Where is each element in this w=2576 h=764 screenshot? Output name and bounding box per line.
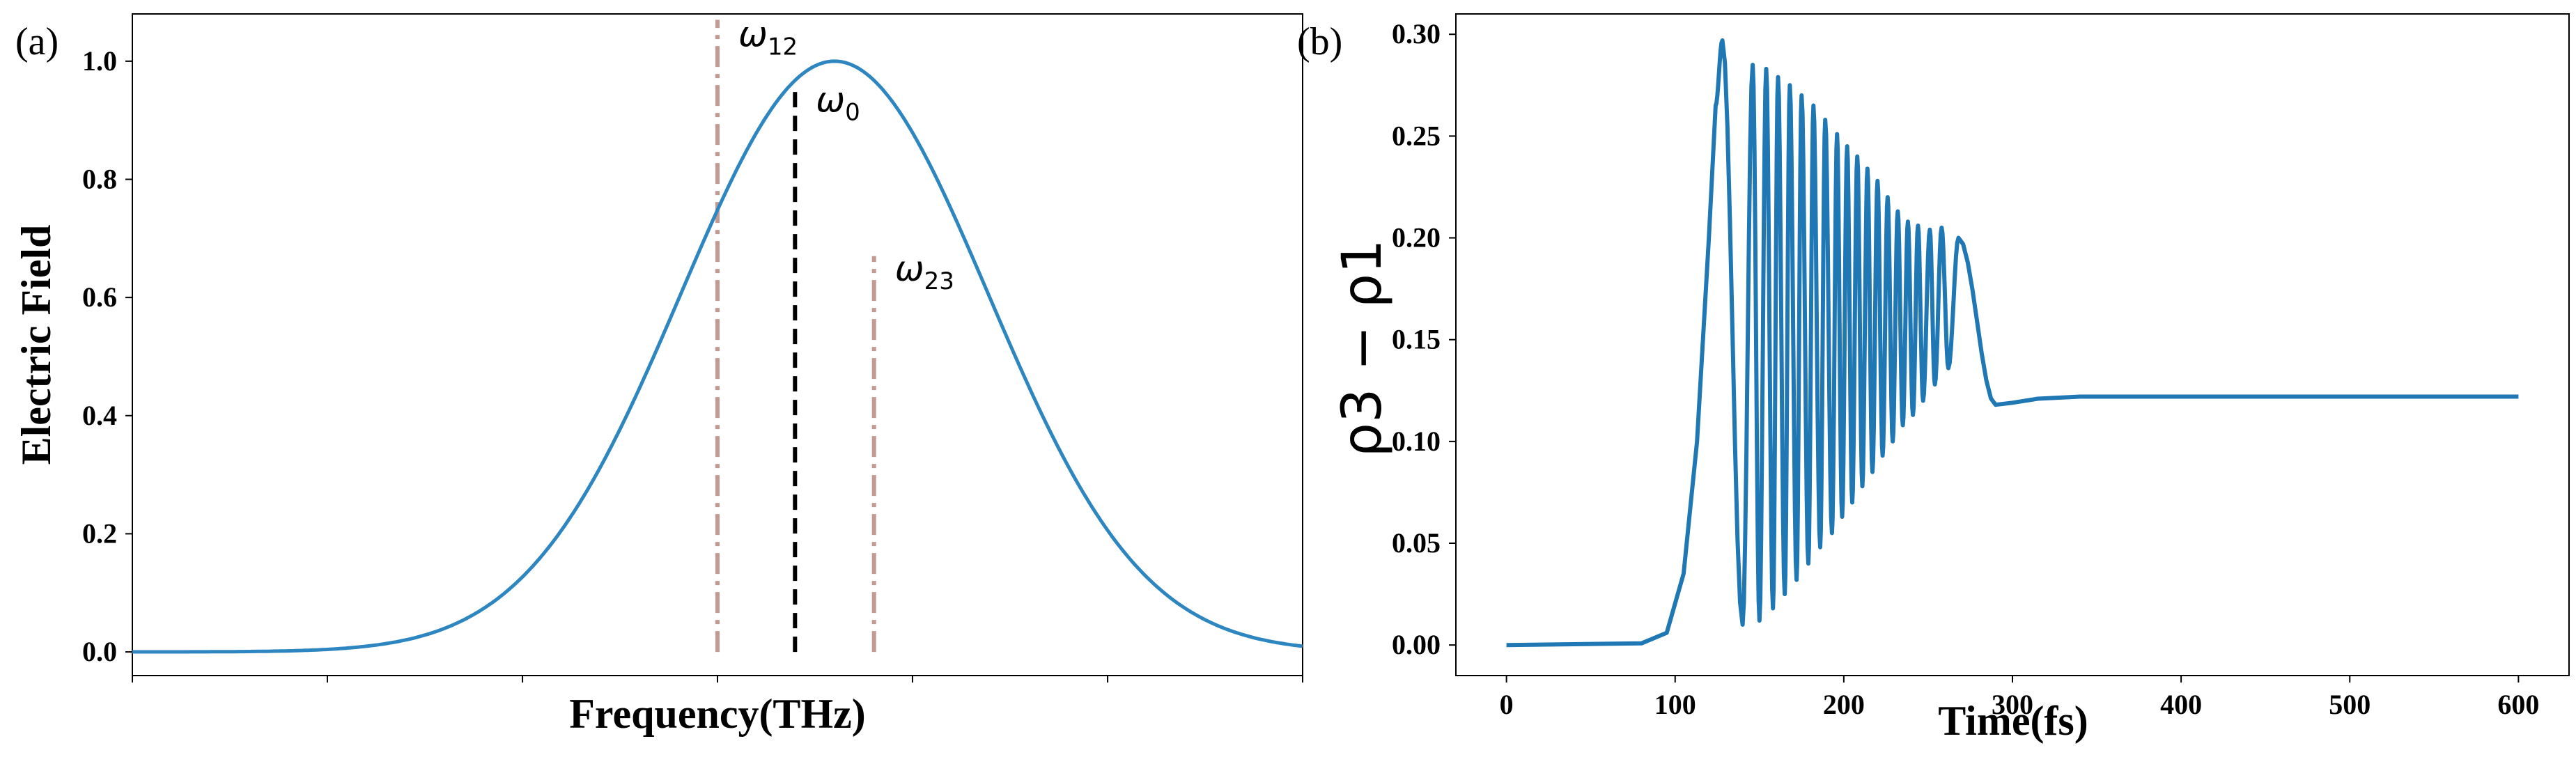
panel-b-x-tick-label: 600 [2497,689,2539,720]
panel-b-label: (b) [1297,20,1342,63]
panel-b: (b) 0.00 0.05 0.10 0.15 0.20 0.25 0.30 0 100 200… [1297,13,2570,744]
panel-b-y-axis-title: ρ3 − ρ1 [1331,239,1394,457]
panel-a-label: (a) [15,20,59,63]
panel-a-y-axis-title: Electric Field [13,225,59,465]
panel-b-x-tick-label: 400 [2160,689,2202,720]
panel-b-x-tick-label: 200 [1823,689,1865,720]
panel-b-y-tick-label: 0.15 [1392,324,1441,355]
panel-b-x-ticks: 0 100 200 300 400 500 600 [1500,676,2539,720]
panel-b-x-tick-label: 0 [1500,689,1514,720]
panel-a-y-tick-label: 0.0 [82,636,117,667]
panel-b-y-tick-label: 0.05 [1392,527,1441,559]
panel-a-spectrum-line [132,59,1303,654]
panel-a-x-axis-title: Frequency(THz) [569,691,865,737]
panel-a-y-tick-label: 0.2 [82,517,117,549]
panel-b-y-tick-label: 0.25 [1392,120,1441,151]
panel-a-y-tick-label: 0.8 [82,164,117,195]
panel-a-x-ticks [132,676,1303,683]
panel-a-frequency-markers [715,20,876,653]
panel-b-population-line [1506,38,2519,648]
panel-b-y-tick-label: 0.10 [1392,426,1441,457]
panel-b-y-tick-label: 0.00 [1392,629,1441,660]
panel-a-y-tick-label: 1.0 [82,45,117,77]
panel-b-y-ticks: 0.00 0.05 0.10 0.15 0.20 0.25 0.30 [1392,18,1456,660]
panel-b-x-axis-title: Time(fs) [1938,698,2088,744]
panel-a-y-tick-label: 0.4 [82,400,117,431]
panel-b-x-tick-label: 300 [1992,689,2033,720]
panel-a-y-ticks: 0.0 0.2 0.4 0.6 0.8 1.0 [82,45,132,667]
panel-b-x-tick-label: 500 [2329,689,2371,720]
panel-b-y-tick-label: 0.30 [1392,18,1441,49]
panel-a-y-tick-label: 0.6 [82,281,117,313]
panel-b-y-tick-label: 0.20 [1392,222,1441,254]
panel-b-x-tick-label: 100 [1654,689,1696,720]
